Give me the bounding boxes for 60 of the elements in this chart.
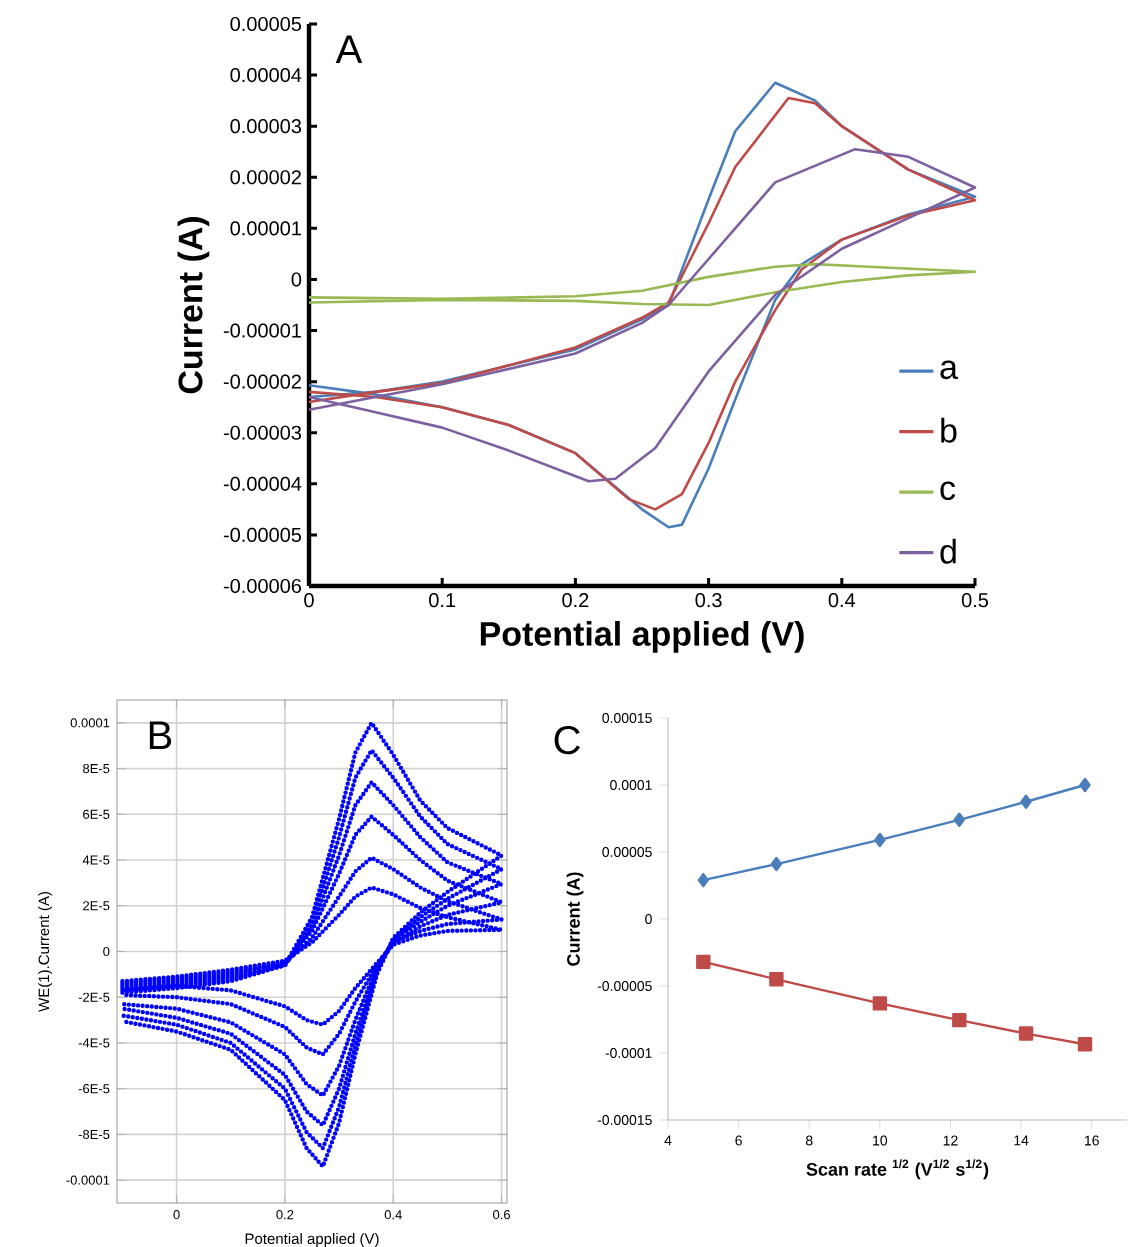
- x-tick-label: 4: [664, 1135, 672, 1146]
- y-tick-label: 0.00001: [230, 221, 301, 236]
- x-axis-title: Potential applied (V): [245, 1233, 379, 1247]
- x-tick-label: 0.4: [828, 593, 856, 608]
- x-tick-label: 0.2: [562, 593, 589, 608]
- y-tick-label: 0.00015: [602, 713, 652, 723]
- y-tick-label: 2E-5: [83, 901, 110, 911]
- y-axis-title: WE(1).Current (A): [38, 892, 53, 1012]
- x-tick-label: 14: [1014, 1135, 1029, 1146]
- annotation: B: [149, 721, 172, 749]
- x-axis-title: Scan rate $^{1/2}$ (V$^{1/2}$ s$^{1/2}$): [806, 1159, 989, 1180]
- y-tick-label: -4E-5: [78, 1038, 110, 1048]
- y-tick-label: 0.00004: [230, 68, 302, 83]
- y-tick-label: -6E-5: [78, 1084, 110, 1094]
- x-tick-label: 0.6: [493, 1210, 511, 1220]
- y-tick-label: -0.00002: [223, 374, 301, 389]
- x-tick-label: 0.2: [276, 1210, 294, 1220]
- y-tick-label: 0: [645, 914, 652, 924]
- y-tick-label: 0.0001: [70, 718, 110, 728]
- x-tick-label: 16: [1084, 1135, 1099, 1146]
- y-tick-label: -0.0001: [605, 1048, 652, 1058]
- y-tick-label: 0.0001: [610, 780, 652, 790]
- y-tick-label: 8E-5: [83, 764, 110, 774]
- y-tick-label: -0.00003: [223, 425, 302, 440]
- y-tick-label: -0.0001: [66, 1175, 110, 1185]
- y-tick-label: -0.00001: [223, 323, 301, 338]
- legend-label: c: [940, 481, 956, 501]
- x-tick-label: 0.1: [429, 593, 456, 608]
- y-tick-label: -2E-5: [78, 992, 110, 1002]
- y-tick-label: -0.00005: [597, 981, 652, 991]
- y-tick-label: 4E-5: [82, 855, 110, 865]
- text: C: [554, 725, 580, 755]
- x-tick-label: 12: [943, 1135, 958, 1146]
- x-tick-label: 0.4: [384, 1210, 402, 1220]
- y-tick-label: 0.00003: [230, 119, 302, 134]
- y-tick-label: -0.00004: [223, 476, 302, 491]
- x-tick-label: 10: [873, 1135, 888, 1146]
- y-tick-label: 0: [291, 272, 302, 287]
- y-axis-title: Current (A): [177, 217, 210, 394]
- legend-label: b: [941, 417, 957, 443]
- legend-label: a: [940, 360, 958, 380]
- y-tick-label: -0.00006: [223, 578, 302, 594]
- x-tick-label: 0.3: [695, 593, 722, 608]
- y-tick-label: 0: [103, 946, 110, 957]
- legend-label: d: [940, 538, 956, 564]
- x-tick-label: 0.5: [961, 593, 989, 608]
- y-tick-label: 0.00005: [602, 847, 652, 857]
- x-tick-label: 0: [173, 1210, 180, 1220]
- y-tick-label: -0.00005: [223, 527, 302, 542]
- y-tick-label: 6E-5: [83, 809, 110, 819]
- x-tick-label: 0: [304, 593, 314, 608]
- annotation: A: [335, 35, 363, 64]
- x-axis-title: Potential applied (V): [480, 620, 804, 653]
- y-tick-label: 0.00002: [230, 170, 301, 185]
- x-tick-label: 8: [805, 1135, 813, 1146]
- y-tick-label: -0.00015: [597, 1115, 652, 1125]
- x-tick-label: 6: [735, 1135, 742, 1146]
- y-axis-title: Current (A): [566, 872, 584, 966]
- y-tick-label: -8E-5: [78, 1129, 110, 1140]
- y-tick-label: 0.00005: [230, 16, 302, 32]
